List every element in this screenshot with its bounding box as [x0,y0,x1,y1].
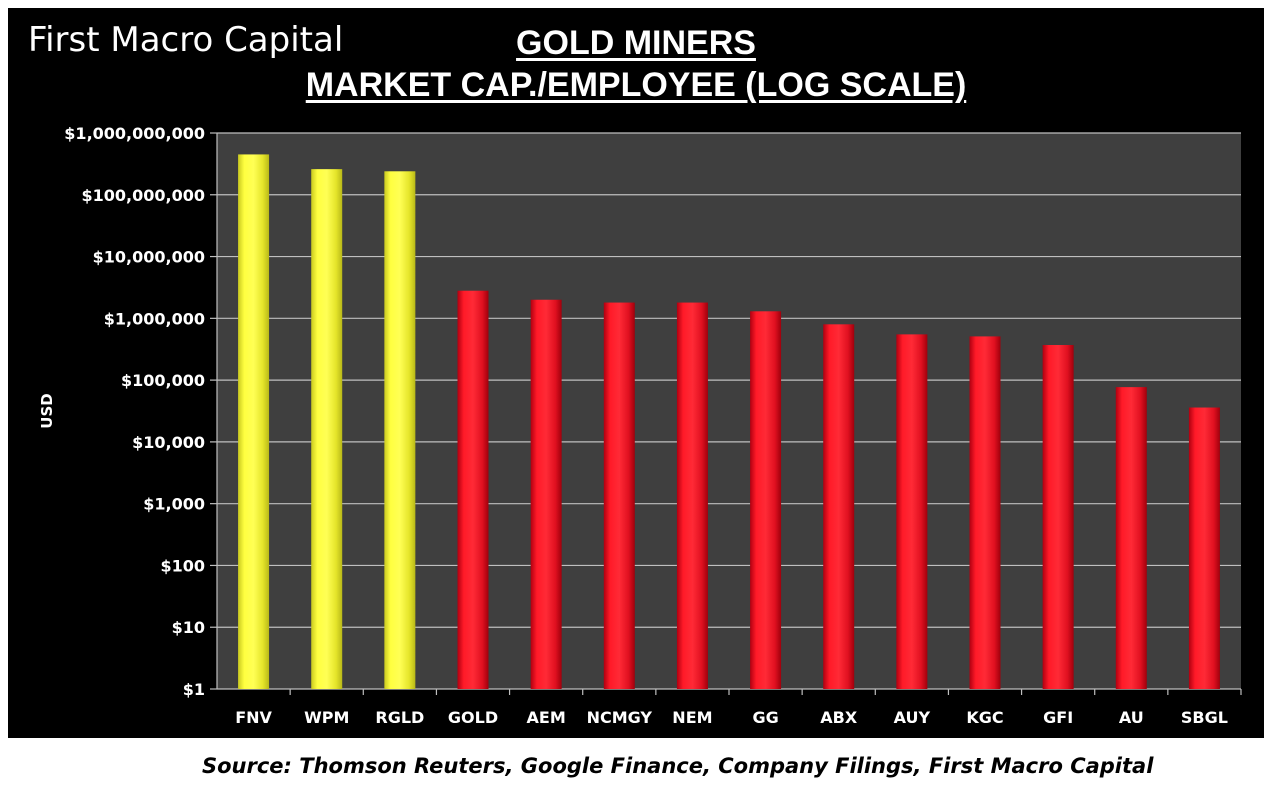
brand-label: First Macro Capital [28,20,344,60]
bar-rgld [384,171,416,689]
bar-sbgl [1188,407,1220,689]
x-tick-label: AEM [527,708,566,727]
y-tick-label: $100,000,000 [82,186,205,205]
bar-fnv [238,154,270,689]
chart-panel: First Macro Capital GOLD MINERS MARKET C… [8,8,1264,738]
y-tick-label: $100 [160,556,205,575]
bar-wpm [311,169,343,689]
x-tick-label: RGLD [375,708,424,727]
x-tick-label: AU [1119,708,1144,727]
bar-chart: $1 $10 $100 $1,000 $10,000 $100,000 $1,000,000… [38,124,1242,727]
x-tick-label: KGC [966,708,1003,727]
y-tick-label: $1,000,000,000 [64,124,205,143]
x-tick-label: GFI [1043,708,1073,727]
chart-title: GOLD MINERS [516,24,756,62]
y-axis-label: USD [38,393,56,428]
x-tick-label: GG [752,708,778,727]
y-tick-label: $100,000 [121,371,205,390]
source-note: Source: Thomson Reuters, Google Finance,… [202,754,1154,778]
bar-aem [530,299,562,689]
x-tick-label: GOLD [448,708,498,727]
bar-au [1115,387,1147,689]
bar-kgc [969,336,1001,689]
bar-abx [823,324,855,689]
plot-area [217,133,1241,689]
x-tick-label: SBGL [1181,708,1228,727]
chart-subtitle: MARKET CAP./EMPLOYEE (LOG SCALE) [305,66,967,104]
y-tick-label: $1,000 [143,495,205,514]
y-tick-label: $1 [183,680,205,699]
bar-gg [750,311,782,689]
bar-nem [676,302,708,689]
x-tick-label: FNV [235,708,272,727]
x-tick-label: NCMGY [587,708,653,727]
y-tick-label: $10,000,000 [93,248,205,267]
bar-ncmgy [603,302,635,689]
x-tick-label: WPM [304,708,349,727]
bar-auy [896,334,928,689]
x-tick-label: AUY [894,708,931,727]
x-tick-label: NEM [672,708,712,727]
y-tick-label: $1,000,000 [104,309,205,328]
x-tick-label: ABX [820,708,858,727]
bar-gfi [1042,345,1074,689]
y-tick-label: $10,000 [132,433,205,452]
bar-gold [457,290,489,689]
y-tick-label: $10 [172,618,205,637]
